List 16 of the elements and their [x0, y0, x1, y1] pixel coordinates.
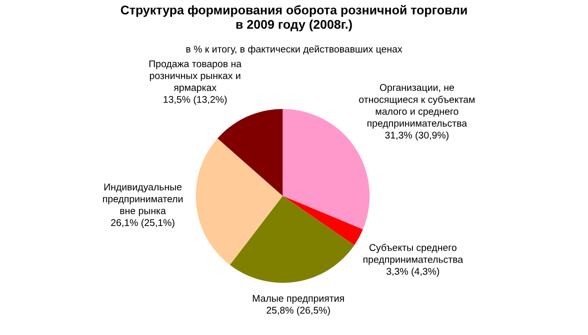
- pie-slice: [230, 196, 354, 283]
- pie-slice: [282, 196, 363, 246]
- slice-label: Субъекты среднего предпринимательства: [364, 244, 464, 265]
- data-label: 13,5% (13,2%): [164, 96, 227, 105]
- pie-slice: [217, 108, 283, 196]
- chart-subtitle: в % к итогу, в фактически действовавших ценах: [186, 45, 402, 54]
- slice-label: Организации, не относящиеся к субъектам малого и среднего предпринимательства: [359, 84, 475, 129]
- slice-label: Индивидуальные предприниматели вне рынка: [103, 184, 183, 216]
- data-label: 3,3% (4,3%): [386, 268, 440, 277]
- data-label: 26,1% (25,1%): [111, 218, 174, 228]
- slice-label: Малые предприятия: [252, 295, 344, 304]
- data-label: 25,8% (26,5%): [266, 306, 330, 316]
- pie-slice: [196, 138, 283, 265]
- chart-title: Структура формирования оборота розничной торговли в 2009 году (2008г.): [120, 5, 467, 32]
- slice-label: Продажа товаров на розничных рынках и ярмарках: [149, 60, 242, 93]
- data-label: 31,3% (30,9%): [385, 131, 448, 140]
